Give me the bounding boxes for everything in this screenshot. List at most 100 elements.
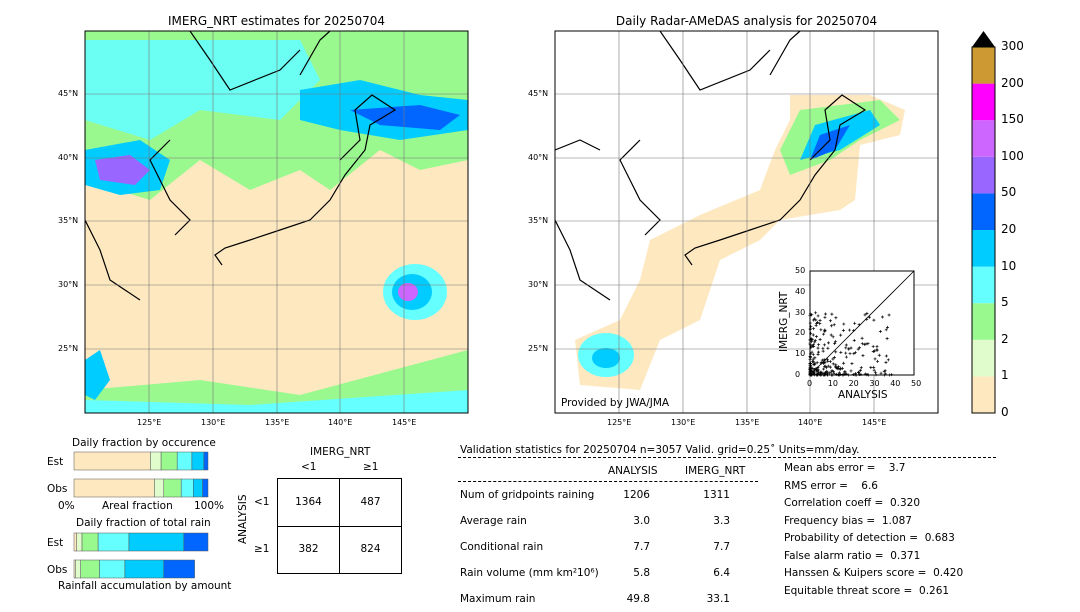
occ-xmax: 100% (194, 500, 225, 512)
scatter-point (882, 369, 886, 373)
occ-obs-segment (163, 478, 182, 498)
scatter-point (856, 371, 860, 375)
scatter-point (860, 336, 864, 340)
tr-est-segment (183, 532, 209, 552)
scatter-point (810, 350, 814, 354)
scatter-point (884, 360, 888, 364)
scatter-point (823, 371, 827, 375)
scatter-point (812, 344, 816, 348)
stats-header: Validation statistics for 20250704 n=305… (460, 444, 860, 456)
scatter-point (861, 354, 865, 358)
scatter-point (817, 371, 821, 375)
colorbar-segment (972, 230, 995, 267)
scatter-point (808, 327, 812, 331)
scatter-point (812, 318, 816, 322)
stat-analysis: 3.0 (633, 515, 650, 527)
scatter-ytick: 0 (795, 370, 801, 379)
cell-c: 382 (298, 543, 319, 555)
lon-label: 140°E (328, 418, 353, 427)
scatter-point (812, 362, 816, 366)
scatter-point (844, 346, 848, 350)
scatter-point (872, 365, 876, 369)
scatter-point (816, 346, 820, 350)
scatter-point (814, 311, 818, 315)
scatter-point (866, 342, 870, 346)
scatter-point (823, 315, 827, 319)
gridlines (85, 31, 938, 413)
scatter-point (828, 365, 832, 369)
tr-est-label: Est (47, 537, 64, 549)
scatter-point (838, 372, 842, 376)
scatter-xtick: 0 (807, 379, 813, 388)
scatter-point (849, 369, 853, 373)
scatter-points (808, 311, 894, 377)
scatter-point (813, 356, 817, 360)
scatter-point (865, 311, 869, 315)
scatter-point (824, 364, 828, 368)
tr-obs-label: Obs (47, 564, 68, 576)
scatter-point (875, 345, 879, 349)
lon-label: 130°E (671, 418, 696, 427)
scatter-point (819, 361, 823, 365)
lat-label: 25°N (58, 344, 79, 353)
lon-label: 145°E (862, 418, 887, 427)
scatter-point (828, 371, 832, 375)
scatter-xlabel: ANALYSIS (838, 389, 888, 401)
scatter-point (841, 373, 845, 377)
tr-obs-segment (80, 559, 100, 579)
occ-obs-label: Obs (47, 483, 68, 495)
cont-col-lt1: <1 (301, 461, 317, 473)
colorbar-label: 100 (1001, 148, 1024, 163)
lat-label: 45°N (58, 89, 79, 98)
scatter-point (871, 349, 875, 353)
scatter-point (819, 328, 823, 332)
occ-est-segment (150, 451, 162, 471)
scatter-point (878, 330, 882, 334)
colorbar-segment (972, 47, 995, 84)
scatter-point (844, 351, 848, 355)
scatter-point (839, 350, 843, 354)
scatter-point (869, 365, 873, 369)
scatter-point (876, 359, 880, 363)
scatter-point (852, 338, 856, 342)
occ-obs-segment (73, 478, 155, 498)
cont-row-title: ANALYSIS (237, 494, 249, 544)
colorbar-label: 200 (1001, 75, 1024, 90)
scatter-point (872, 368, 876, 372)
colorbar-segment (972, 376, 995, 413)
stat-imerg: 3.3 (713, 515, 730, 527)
scatter-point (832, 323, 836, 327)
scatter-point (885, 325, 889, 329)
score-line: Equitable threat score = 0.261 (784, 584, 950, 597)
scatter-point (875, 347, 879, 351)
scatter-point (844, 372, 848, 376)
stat-analysis: 49.8 (626, 593, 650, 605)
scatter-point (808, 321, 812, 325)
scatter-point (809, 346, 813, 350)
scatter-point (822, 358, 826, 362)
tr-obs-segment (75, 559, 81, 579)
scatter-point (818, 318, 822, 322)
scatter-point (831, 357, 835, 361)
scatter-point (829, 373, 833, 377)
scatter-point (808, 312, 812, 316)
scatter-point (843, 370, 847, 374)
scatter-point (816, 365, 820, 369)
lat-label: 40°N (58, 153, 79, 162)
scatter-point (822, 367, 826, 371)
scatter-point (859, 372, 863, 376)
scatter-point (834, 350, 838, 354)
scatter-point (826, 346, 830, 350)
scatter-point (857, 323, 861, 327)
scatter-point (816, 314, 820, 318)
stats-col-imerg: IMERG_NRT (685, 465, 746, 477)
scatter-point (833, 340, 837, 344)
occ-est-segment (191, 451, 205, 471)
scatter-point (812, 373, 816, 377)
cont-col-title: IMERG_NRT (310, 446, 371, 458)
cont-row-lt1: <1 (254, 496, 270, 508)
scatter-point (808, 361, 812, 365)
scatter-point (880, 315, 884, 319)
scatter-ytick: 10 (795, 349, 806, 359)
lat-label: 35°N (528, 216, 549, 225)
